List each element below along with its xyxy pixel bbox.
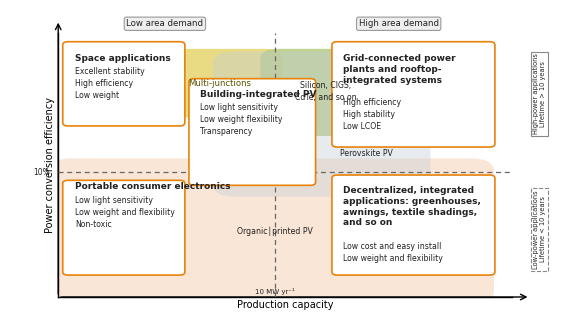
Text: Excellent stability
High efficiency
Low weight: Excellent stability High efficiency Low … [76, 67, 145, 100]
Text: Low light sensitivity
Low weight and flexibility
Non-toxic: Low light sensitivity Low weight and fle… [76, 196, 175, 229]
Text: Low-power applications
Lifetime < 10 years: Low-power applications Lifetime < 10 yea… [533, 190, 546, 269]
FancyBboxPatch shape [63, 180, 185, 275]
Text: Low cost and easy install
Low weight and flexibility: Low cost and easy install Low weight and… [343, 242, 443, 263]
Text: Decentralized, integrated
applications: greenhouses,
awnings, textile shadings,
: Decentralized, integrated applications: … [343, 185, 481, 227]
FancyBboxPatch shape [212, 51, 431, 197]
Text: Grid-connected power
plants and rooftop-
integrated systems: Grid-connected power plants and rooftop-… [343, 53, 456, 85]
FancyBboxPatch shape [49, 158, 494, 304]
FancyBboxPatch shape [332, 42, 495, 147]
FancyBboxPatch shape [156, 49, 283, 117]
Text: Building-integrated PV: Building-integrated PV [200, 90, 317, 99]
Text: Perovskite PV: Perovskite PV [340, 149, 392, 158]
Text: Space applications: Space applications [76, 54, 171, 63]
Text: Low area demand: Low area demand [126, 19, 203, 28]
Text: Silicon, CIGS,
CdTe, and so on: Silicon, CIGS, CdTe, and so on [295, 81, 357, 102]
FancyBboxPatch shape [63, 42, 185, 126]
X-axis label: Production capacity: Production capacity [237, 300, 333, 310]
Text: Multi-junctions: Multi-junctions [188, 79, 251, 88]
Text: 10 MW yr⁻¹: 10 MW yr⁻¹ [255, 288, 295, 295]
Text: Organic│printed PV: Organic│printed PV [237, 226, 313, 236]
Text: High efficiency
High stability
Low LCOE: High efficiency High stability Low LCOE [343, 98, 402, 131]
Text: Low light sensitivity
Low weight flexibility
Transparency: Low light sensitivity Low weight flexibi… [200, 103, 283, 136]
Y-axis label: Power conversion efficiency: Power conversion efficiency [45, 97, 55, 233]
Text: 10%: 10% [33, 168, 50, 177]
Text: High-power applications
Lifetime > 10 years: High-power applications Lifetime > 10 ye… [533, 53, 546, 135]
FancyBboxPatch shape [332, 175, 495, 275]
Text: Portable consumer electronics: Portable consumer electronics [76, 182, 231, 191]
Text: High area demand: High area demand [359, 19, 439, 28]
FancyBboxPatch shape [189, 79, 315, 185]
FancyBboxPatch shape [260, 49, 392, 136]
